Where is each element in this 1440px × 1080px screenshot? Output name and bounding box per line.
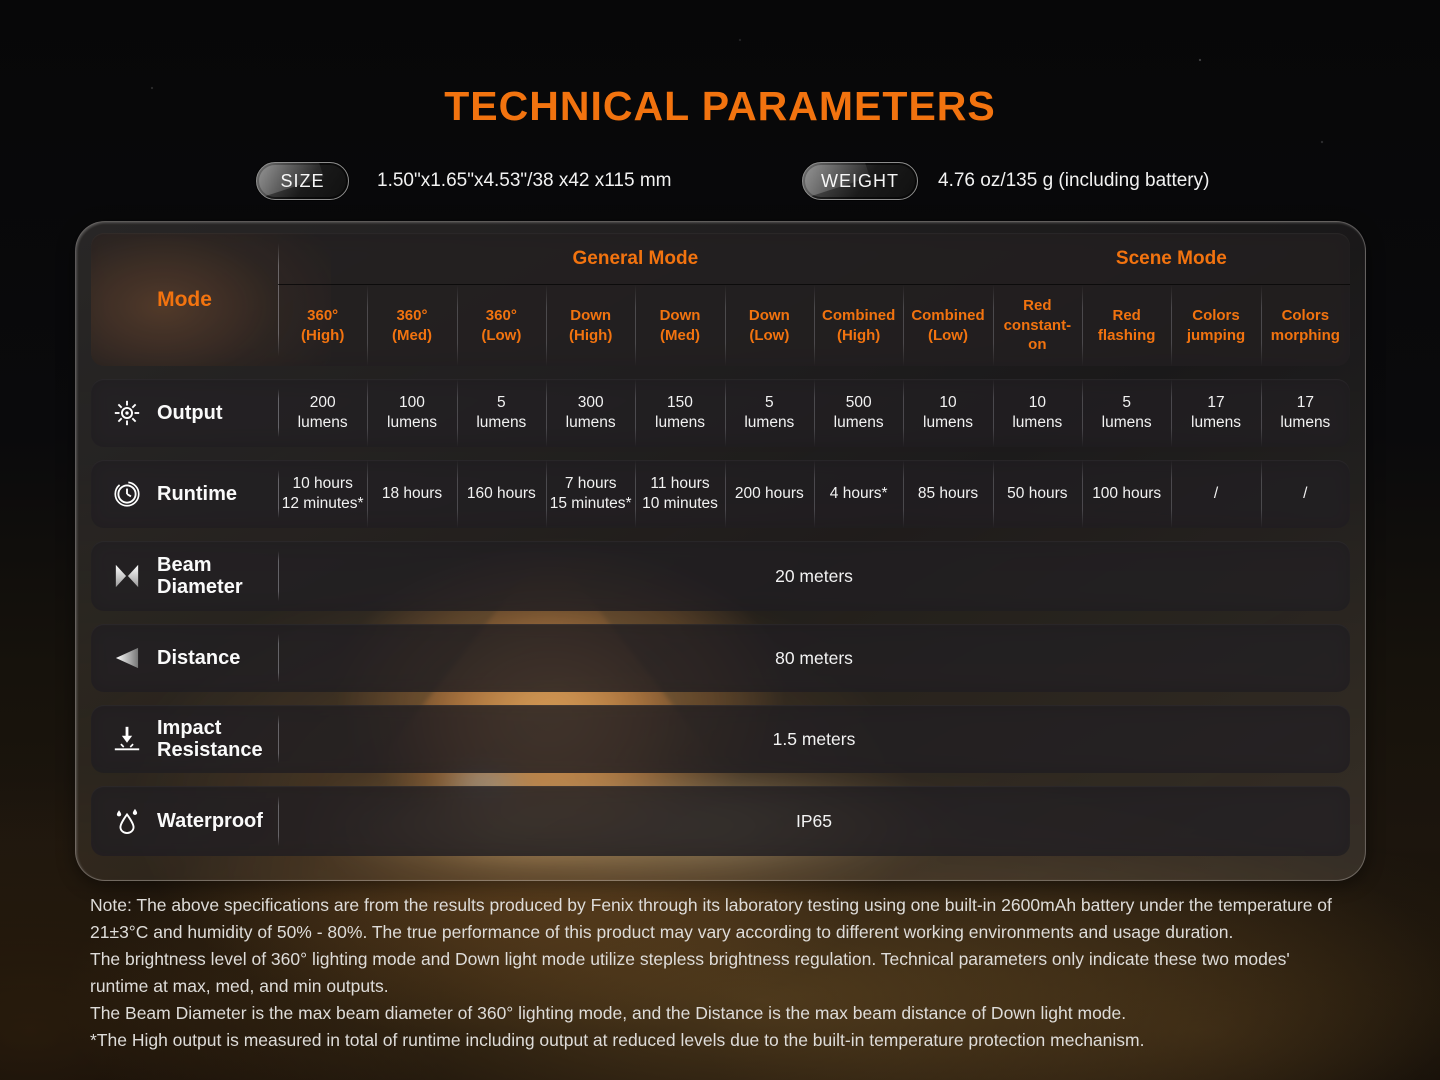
column-header-down-low: Down (Low) [724,285,814,366]
distance-icon [110,646,144,670]
column-header-red-constant-on: Red constant- on [992,285,1082,366]
impact-resistance-icon [110,724,144,754]
runtime-label: Runtime [157,482,237,505]
waterproof-label-cell: Waterproof [91,786,278,856]
beam-diameter-label: Beam Diameter [157,553,243,598]
output-value: 100 lumens [367,379,457,447]
output-value: 10 lumens [903,379,993,447]
mode-header: Mode [157,287,212,311]
column-header-down-med: Down (Med) [635,285,725,366]
output-value: 5 lumens [456,379,546,447]
runtime-value: / [1260,460,1350,528]
table-header: Mode General Mode Scene Mode 360° (High)… [91,233,1350,366]
waterproof-icon [110,806,144,836]
row-divider [278,715,279,763]
runtime-value: 4 hours* [814,460,904,528]
page-title: TECHNICAL PARAMETERS [444,83,996,129]
beam-diameter-icon [110,563,144,589]
footnotes: Note: The above specifications are from … [90,892,1352,1054]
distance-label: Distance [157,646,241,669]
header-divider [278,243,279,356]
weight-spec: WEIGHT 4.76 oz/135 g (including battery) [802,162,1209,200]
group-header-general-mode: General Mode [278,233,993,285]
impact-resistance-value: 1.5 meters [772,728,856,749]
output-row: Output 200 lumens 100 lumens 5 lumens 30… [91,379,1350,447]
runtime-label-cell: Runtime [91,460,278,528]
column-header-down-high: Down (High) [546,285,636,366]
column-header-combined-low: Combined (Low) [903,285,993,366]
column-header-combined-high: Combined (High) [814,285,904,366]
row-divider [278,551,279,601]
output-value: 200 lumens [297,393,348,431]
note-line-3: The Beam Diameter is the max beam diamet… [90,1003,1127,1023]
distance-value: 80 meters [775,647,853,668]
beam-diameter-row: Beam Diameter 20 meters [91,541,1350,611]
runtime-value: 10 hours 12 minutes* [281,474,364,512]
waterproof-row: Waterproof IP65 [91,786,1350,856]
runtime-value: 7 hours 15 minutes* [546,460,636,528]
distance-label-cell: Distance [91,624,278,692]
note-line-4: *The High output is measured in total of… [90,1030,1145,1050]
output-value: 300 lumens [546,379,636,447]
brightness-icon [110,398,144,428]
row-divider [278,634,279,682]
group-header-scene-mode: Scene Mode [992,233,1350,285]
output-label: Output [157,401,223,424]
runtime-value: 11 hours 10 minutes [635,460,725,528]
distance-row: Distance 80 meters [91,624,1350,692]
row-divider [278,389,279,437]
output-value: 500 lumens [814,379,904,447]
note-line-2: The brightness level of 360° lighting mo… [90,949,1290,996]
size-pill: SIZE [256,162,349,200]
runtime-value: 200 hours [724,460,814,528]
impact-resistance-row: Impact Resistance 1.5 meters [91,705,1350,773]
size-spec: SIZE 1.50"x1.65"x4.53"/38 x42 x115 mm [256,162,672,200]
column-header-colors-morphing: Colors morphing [1260,285,1350,366]
column-header-360-low: 360° (Low) [456,285,546,366]
output-value: 5 lumens [724,379,814,447]
output-label-cell: Output [91,379,278,447]
runtime-row: Runtime 10 hours 12 minutes* 18 hours 16… [91,460,1350,528]
spec-table-panel: Mode General Mode Scene Mode 360° (High)… [75,221,1366,881]
weight-value: 4.76 oz/135 g (including battery) [938,170,1210,191]
runtime-value: 18 hours [367,460,457,528]
column-header-red-flashing: Red flashing [1082,285,1172,366]
column-header-colors-jumping: Colors jumping [1171,285,1261,366]
runtime-value: 160 hours [456,460,546,528]
output-value: 5 lumens [1082,379,1172,447]
output-value: 17 lumens [1171,379,1261,447]
column-header-360-med: 360° (Med) [367,285,457,366]
runtime-value: 100 hours [1082,460,1172,528]
weight-pill: WEIGHT [802,162,918,200]
impact-resistance-label-cell: Impact Resistance [91,705,278,773]
column-header-360-high: 360° (High) [301,307,345,344]
runtime-value: 85 hours [903,460,993,528]
runtime-value: 50 hours [992,460,1082,528]
row-divider [278,470,279,518]
output-value: 10 lumens [992,379,1082,447]
runtime-value: / [1171,460,1261,528]
waterproof-value: IP65 [796,810,832,831]
output-value: 150 lumens [635,379,725,447]
clock-icon [110,479,144,509]
note-line-1: Note: The above specifications are from … [90,895,1332,942]
row-divider [278,796,279,846]
waterproof-label: Waterproof [157,809,263,832]
beam-diameter-label-cell: Beam Diameter [91,541,278,611]
size-value: 1.50"x1.65"x4.53"/38 x42 x115 mm [377,170,672,191]
output-value: 17 lumens [1260,379,1350,447]
impact-resistance-label: Impact Resistance [157,716,263,761]
beam-diameter-value: 20 meters [775,565,853,586]
